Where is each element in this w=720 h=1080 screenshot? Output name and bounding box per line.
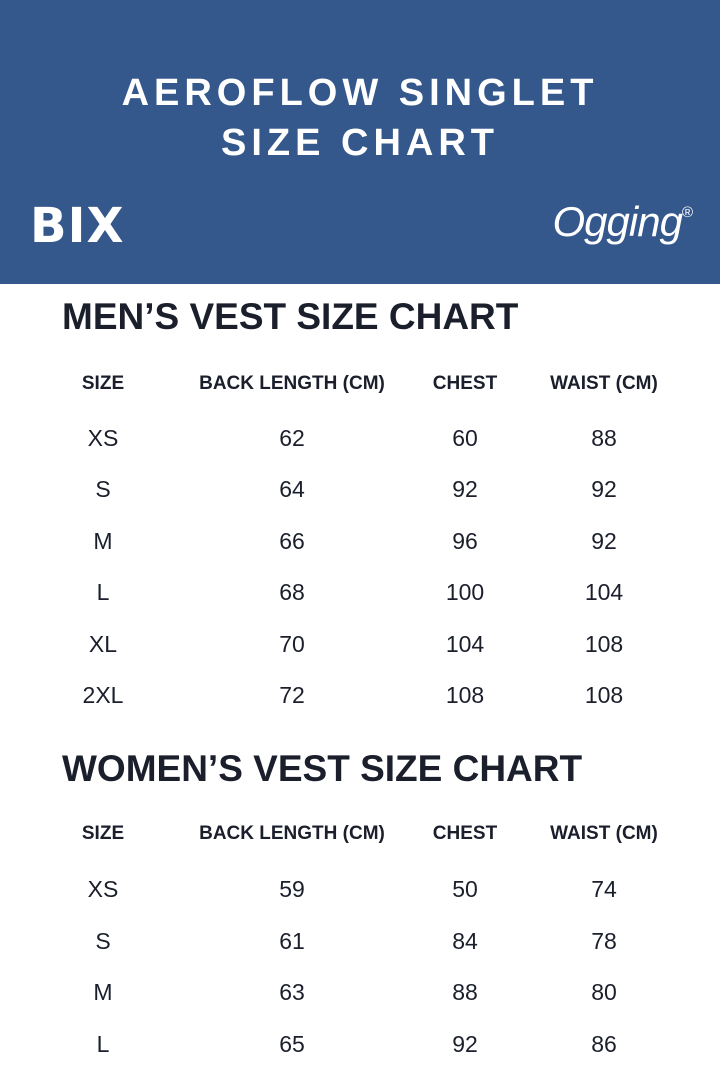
table-cell: 108 bbox=[584, 630, 624, 657]
table-row: S 61 84 78 bbox=[0, 928, 720, 958]
table-cell: XL bbox=[88, 630, 118, 657]
table-cell: S bbox=[95, 927, 111, 954]
table-row: L 68 100 104 bbox=[0, 579, 720, 609]
table-cell: S bbox=[95, 476, 111, 503]
table-row: S 64 92 92 bbox=[0, 476, 720, 506]
table-cell: 72 bbox=[279, 682, 305, 708]
table-cell: 59 bbox=[279, 876, 305, 902]
table-row: 2XL 72 108 108 bbox=[0, 682, 720, 712]
table-cell: 92 bbox=[452, 1030, 478, 1057]
table-cell: 78 bbox=[591, 927, 617, 954]
table-cell: L bbox=[96, 579, 110, 606]
column-header: WAIST (CM) bbox=[550, 823, 658, 844]
table-cell: XS bbox=[87, 876, 119, 902]
table-cell: 88 bbox=[452, 979, 478, 1005]
header-banner: AEROFLOW SINGLET SIZE CHART BIX Ogging® bbox=[0, 0, 720, 284]
column-header: BACK LENGTH (CM) bbox=[199, 373, 385, 394]
table-row: M 63 88 80 bbox=[0, 979, 720, 1009]
table-cell: 92 bbox=[591, 527, 617, 554]
table-cell: 104 bbox=[445, 630, 485, 657]
table-cell: 88 bbox=[591, 425, 617, 451]
table-cell: 100 bbox=[445, 579, 485, 606]
ogging-logo-text: Ogging bbox=[552, 198, 683, 245]
column-header: SIZE bbox=[81, 823, 125, 844]
table-row: XS 62 60 88 bbox=[0, 425, 720, 455]
registered-mark: ® bbox=[681, 204, 693, 221]
mens-heading: MEN’S VEST SIZE CHART bbox=[62, 296, 519, 337]
column-header: BACK LENGTH (CM) bbox=[199, 823, 385, 844]
table-cell: 108 bbox=[584, 682, 624, 708]
table-cell: 63 bbox=[279, 979, 305, 1005]
table-cell: 84 bbox=[452, 927, 478, 954]
ogging-logo: Ogging® bbox=[552, 198, 694, 246]
table-row: XL 70 104 108 bbox=[0, 631, 720, 661]
table-cell: 92 bbox=[591, 476, 617, 503]
table-cell: 60 bbox=[452, 425, 478, 451]
table-cell: 70 bbox=[279, 630, 305, 657]
bix-logo: BIX bbox=[30, 198, 125, 254]
table-cell: M bbox=[93, 979, 113, 1005]
table-cell: 66 bbox=[279, 527, 305, 554]
table-cell: 50 bbox=[452, 876, 478, 902]
table-cell: 92 bbox=[452, 476, 478, 503]
table-cell: 96 bbox=[452, 527, 478, 554]
title-line-1: AEROFLOW SINGLET bbox=[121, 72, 599, 114]
column-header: SIZE bbox=[81, 373, 125, 394]
table-row: L 65 92 86 bbox=[0, 1031, 720, 1061]
column-header: WAIST (CM) bbox=[550, 373, 658, 394]
table-cell: 108 bbox=[445, 682, 485, 708]
table-cell: 65 bbox=[279, 1030, 305, 1057]
column-header: CHEST bbox=[432, 823, 498, 844]
table-cell: 2XL bbox=[82, 682, 124, 708]
table-cell: 80 bbox=[591, 979, 617, 1005]
table-header-row: SIZE BACK LENGTH (CM) CHEST WAIST (CM) bbox=[0, 823, 720, 853]
table-cell: 64 bbox=[279, 476, 305, 503]
table-cell: 74 bbox=[591, 876, 617, 902]
table-cell: 104 bbox=[584, 579, 624, 606]
table-cell: M bbox=[93, 527, 113, 554]
table-cell: 68 bbox=[279, 579, 305, 606]
table-cell: 62 bbox=[279, 425, 305, 451]
table-cell: XS bbox=[87, 425, 119, 451]
title-line-2: SIZE CHART bbox=[221, 122, 499, 164]
table-header-row: SIZE BACK LENGTH (CM) CHEST WAIST (CM) bbox=[0, 373, 720, 403]
column-header: CHEST bbox=[432, 373, 498, 394]
table-cell: 61 bbox=[279, 927, 305, 954]
table-row: XS 59 50 74 bbox=[0, 876, 720, 906]
womens-heading: WOMEN’S VEST SIZE CHART bbox=[62, 748, 583, 789]
table-row: M 66 96 92 bbox=[0, 528, 720, 558]
table-cell: L bbox=[96, 1030, 110, 1057]
table-cell: 86 bbox=[591, 1030, 617, 1057]
